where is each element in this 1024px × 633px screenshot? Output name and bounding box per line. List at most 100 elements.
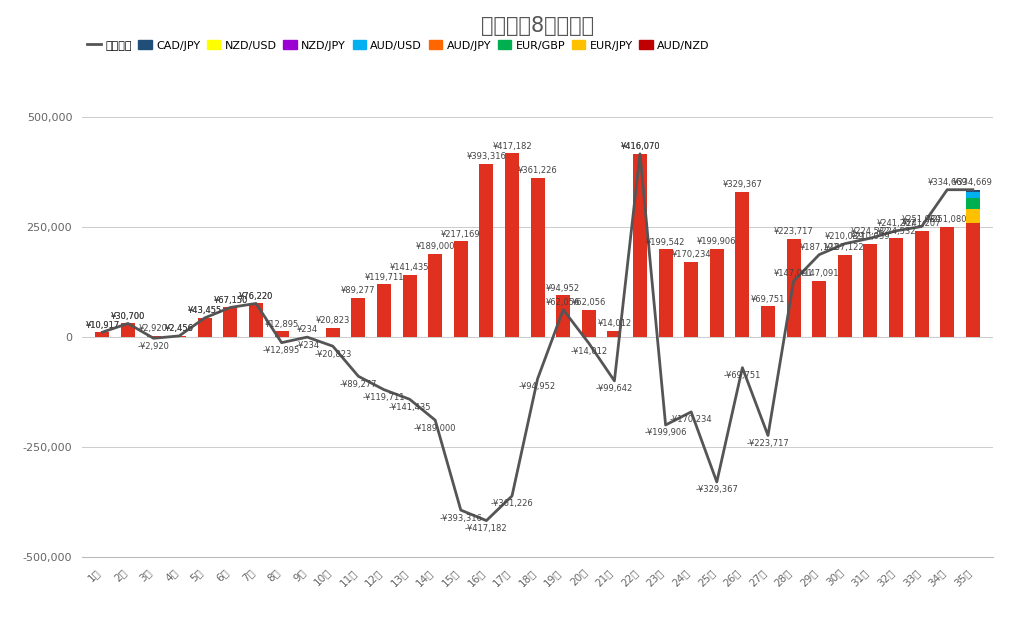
Text: ¥199,542: ¥199,542: [646, 237, 685, 246]
Text: -¥119,711: -¥119,711: [362, 393, 406, 402]
Bar: [966, 198, 980, 210]
Bar: [274, 331, 289, 337]
Text: -¥12,895: -¥12,895: [263, 346, 300, 355]
Text: ¥189,000: ¥189,000: [416, 242, 455, 251]
Text: ¥223,717: ¥223,717: [774, 227, 813, 236]
Text: ¥94,952: ¥94,952: [546, 284, 581, 292]
Text: ¥43,455: ¥43,455: [187, 306, 222, 315]
Text: -¥20,823: -¥20,823: [314, 349, 351, 359]
Text: ¥361,226: ¥361,226: [518, 166, 557, 175]
Text: ¥30,700: ¥30,700: [111, 312, 145, 321]
Text: ¥416,070: ¥416,070: [621, 142, 659, 151]
Text: -¥223,717: -¥223,717: [746, 439, 790, 448]
Bar: [710, 249, 724, 337]
Bar: [198, 318, 212, 337]
Bar: [223, 308, 238, 337]
Text: -¥234: -¥234: [295, 341, 319, 349]
Text: ¥199,906: ¥199,906: [697, 237, 736, 246]
Text: ¥224,532: ¥224,532: [851, 227, 890, 235]
Bar: [530, 178, 545, 337]
Text: -¥417,182: -¥417,182: [465, 524, 508, 533]
Text: ¥12,895: ¥12,895: [264, 320, 299, 329]
Bar: [658, 249, 673, 337]
Text: ¥2,456: ¥2,456: [165, 324, 194, 334]
Text: ¥170,234: ¥170,234: [672, 251, 711, 260]
Bar: [966, 192, 980, 198]
Text: ¥251,080: ¥251,080: [928, 215, 967, 224]
Bar: [172, 336, 186, 337]
Text: ¥241,207: ¥241,207: [877, 219, 915, 229]
Bar: [377, 284, 391, 337]
Text: ¥241,207: ¥241,207: [902, 219, 941, 229]
Text: -¥361,226: -¥361,226: [490, 499, 534, 508]
Text: ¥76,220: ¥76,220: [239, 292, 273, 301]
Text: ¥329,367: ¥329,367: [723, 180, 762, 189]
Text: ¥234: ¥234: [297, 325, 317, 334]
Bar: [838, 254, 852, 337]
Bar: [556, 295, 570, 337]
Text: ¥2,920: ¥2,920: [139, 324, 168, 333]
Text: ¥210,039: ¥210,039: [851, 232, 890, 241]
Text: ¥416,070: ¥416,070: [621, 142, 659, 151]
Text: ¥224,532: ¥224,532: [877, 227, 915, 235]
Text: ¥67,150: ¥67,150: [213, 296, 248, 305]
Text: ¥119,711: ¥119,711: [365, 273, 403, 282]
Text: ¥43,455: ¥43,455: [187, 306, 222, 315]
Bar: [966, 190, 980, 192]
Legend: 現実利益, CAD/JPY, NZD/USD, NZD/JPY, AUD/USD, AUD/JPY, EUR/GBP, EUR/JPY, AUD/NZD: 現実利益, CAD/JPY, NZD/USD, NZD/JPY, AUD/USD…: [87, 41, 710, 51]
Text: -¥199,906: -¥199,906: [644, 429, 687, 437]
Text: ¥187,122: ¥187,122: [800, 243, 839, 252]
Text: -¥89,277: -¥89,277: [340, 380, 377, 389]
Bar: [146, 335, 161, 337]
Text: ¥417,182: ¥417,182: [493, 142, 531, 151]
Bar: [326, 328, 340, 337]
Bar: [914, 231, 929, 337]
Text: -¥2,920: -¥2,920: [137, 342, 170, 351]
Bar: [402, 275, 417, 337]
Bar: [95, 332, 110, 337]
Text: ¥30,700: ¥30,700: [111, 312, 145, 321]
Text: ¥14,012: ¥14,012: [597, 319, 632, 328]
Text: -¥14,012: -¥14,012: [570, 347, 607, 356]
Text: ¥251,080: ¥251,080: [902, 215, 941, 224]
Text: ¥67,150: ¥67,150: [213, 296, 248, 305]
Bar: [940, 227, 954, 337]
Bar: [428, 254, 442, 337]
Bar: [121, 323, 135, 337]
Text: -¥393,316: -¥393,316: [439, 513, 482, 523]
Bar: [633, 154, 647, 337]
Bar: [863, 244, 878, 337]
Bar: [351, 298, 366, 337]
Text: -¥329,367: -¥329,367: [695, 486, 738, 494]
Text: -¥189,000: -¥189,000: [414, 423, 457, 433]
Text: ¥147,091: ¥147,091: [774, 270, 813, 279]
Bar: [454, 241, 468, 337]
Text: ¥10,917: ¥10,917: [85, 320, 120, 330]
Text: ¥20,823: ¥20,823: [315, 316, 350, 325]
Text: -¥170,234: -¥170,234: [670, 415, 713, 425]
Bar: [249, 303, 263, 337]
Bar: [812, 281, 826, 337]
Text: -¥94,952: -¥94,952: [519, 382, 556, 391]
Text: ¥393,316: ¥393,316: [467, 153, 506, 161]
Text: ¥147,091: ¥147,091: [800, 270, 839, 279]
Text: ¥210,039: ¥210,039: [825, 232, 864, 241]
Bar: [735, 192, 750, 337]
Bar: [786, 239, 801, 337]
Text: ¥187,122: ¥187,122: [825, 243, 864, 252]
Text: -¥69,751: -¥69,751: [724, 371, 761, 380]
Bar: [582, 310, 596, 337]
Text: ¥76,220: ¥76,220: [239, 292, 273, 301]
Bar: [966, 210, 980, 223]
Text: ¥141,435: ¥141,435: [390, 263, 429, 272]
Text: -¥99,642: -¥99,642: [596, 384, 633, 393]
Text: -¥141,435: -¥141,435: [388, 403, 431, 411]
Text: ¥69,751: ¥69,751: [751, 294, 785, 304]
Bar: [966, 223, 980, 337]
Bar: [684, 262, 698, 337]
Text: ¥89,277: ¥89,277: [341, 286, 376, 295]
Text: ¥62,056: ¥62,056: [571, 298, 606, 307]
Title: トラリバ8通貨投賄: トラリバ8通貨投賄: [481, 16, 594, 37]
Text: ¥334,669: ¥334,669: [953, 178, 992, 187]
Text: ¥217,169: ¥217,169: [441, 230, 480, 239]
